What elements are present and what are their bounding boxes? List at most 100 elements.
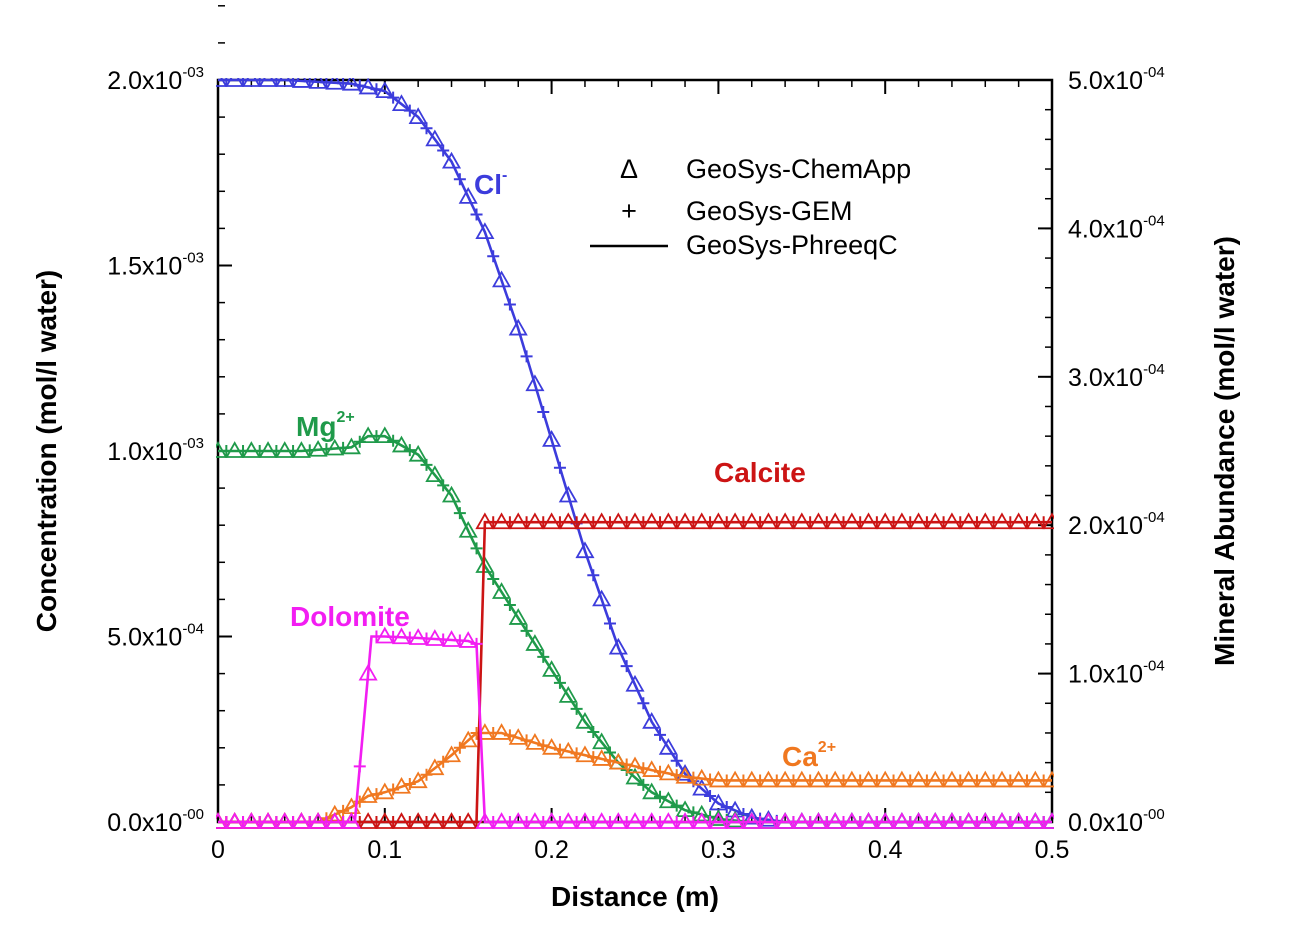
marker-triangle-mg	[625, 767, 645, 785]
marker-triangle-mg	[475, 556, 495, 573]
marker-plus-dolomite	[487, 816, 500, 828]
marker-triangle-cl	[391, 94, 412, 112]
marker-plus-mg	[337, 441, 350, 454]
marker-plus-dolomite	[720, 816, 733, 828]
marker-plus-dolomite	[1020, 816, 1033, 828]
marker-plus-dolomite	[353, 760, 366, 773]
marker-plus-mg	[470, 542, 483, 555]
marker-plus-ca	[453, 741, 466, 754]
marker-triangle-cl	[475, 222, 495, 240]
marker-plus-dolomite	[904, 816, 917, 828]
marker-plus-calcite	[603, 516, 616, 529]
marker-plus-ca	[337, 804, 350, 817]
marker-plus-dolomite	[670, 816, 683, 828]
marker-triangle-cl	[425, 129, 445, 147]
marker-plus-ca	[820, 774, 833, 787]
marker-plus-cl	[503, 298, 516, 311]
marker-plus-ca	[970, 774, 983, 787]
marker-plus-ca	[437, 755, 450, 768]
marker-plus-dolomite	[870, 816, 883, 828]
x-tick-label: 0.1	[367, 836, 402, 864]
marker-triangle-cl	[458, 187, 478, 204]
marker-plus-dolomite	[337, 816, 350, 828]
series-label-calcite: Calcite	[714, 457, 806, 488]
marker-plus-calcite	[553, 516, 566, 529]
marker-plus-cl	[453, 173, 466, 186]
marker-triangle-cl	[575, 541, 595, 559]
marker-plus-ca	[403, 777, 416, 790]
marker-plus-dolomite	[970, 816, 983, 828]
marker-plus-mg	[403, 444, 416, 457]
marker-plus-calcite	[537, 516, 550, 529]
marker-plus-ca	[887, 774, 900, 787]
marker-plus-dolomite	[287, 816, 300, 828]
series-label-ca: Ca2+	[782, 739, 836, 772]
marker-plus-cl	[303, 78, 316, 88]
marker-plus-calcite	[754, 516, 767, 529]
y-right-tick-label: 1.0x10-04	[1068, 658, 1165, 689]
y-left-axis-title: Concentration (mol/l water)	[31, 270, 62, 632]
y-left-tick-label: 1.0x10-03	[107, 435, 204, 466]
marker-plus-ca	[553, 743, 566, 756]
marker-plus-mg	[503, 598, 516, 611]
marker-plus-calcite	[837, 516, 850, 529]
x-axis-title: Distance (m)	[551, 881, 719, 912]
marker-plus-ca	[637, 762, 650, 775]
marker-plus-ca	[1004, 774, 1017, 787]
marker-plus-calcite	[870, 516, 883, 529]
marker-triangle-ca	[542, 737, 562, 755]
legend-label: GeoSys-ChemApp	[686, 154, 911, 184]
marker-plus-dolomite	[837, 816, 850, 828]
marker-plus-cl	[437, 144, 450, 157]
marker-plus-dolomite	[987, 816, 1000, 828]
y-left-tick-label: 0.0x10-00	[107, 806, 204, 837]
marker-triangle-mg	[575, 712, 595, 729]
marker-plus-dolomite	[820, 816, 833, 828]
marker-plus-cl	[587, 569, 600, 582]
marker-plus-mg	[253, 445, 266, 457]
legend-label: GeoSys-GEM	[686, 196, 853, 226]
marker-plus-calcite	[687, 516, 700, 529]
marker-plus-dolomite	[920, 816, 933, 828]
marker-plus-calcite	[387, 816, 400, 828]
marker-plus-ca	[487, 726, 500, 739]
marker-triangle-mg	[592, 732, 612, 750]
marker-plus-dolomite	[687, 816, 700, 828]
marker-plus-mg	[303, 444, 316, 457]
marker-plus-calcite	[587, 516, 600, 529]
legend-marker-plus: +	[621, 196, 637, 226]
marker-triangle-ca	[441, 745, 462, 763]
marker-plus-dolomite	[804, 816, 817, 828]
marker-plus-calcite	[403, 816, 416, 828]
marker-plus-dolomite	[754, 816, 767, 828]
marker-triangle-ca	[408, 771, 428, 789]
marker-plus-ca	[387, 783, 400, 796]
marker-plus-dolomite	[520, 816, 533, 828]
marker-plus-dolomite	[770, 816, 783, 828]
marker-triangle-cl	[608, 637, 628, 655]
marker-plus-cl	[353, 79, 366, 92]
marker-plus-cl	[603, 617, 616, 630]
x-tick-label: 0.2	[534, 836, 569, 864]
marker-plus-dolomite	[370, 630, 383, 643]
marker-plus-cl	[237, 78, 250, 86]
marker-plus-calcite	[487, 516, 500, 529]
marker-plus-dolomite	[237, 816, 250, 828]
marker-triangle-cl	[625, 674, 645, 692]
marker-plus-dolomite	[420, 632, 433, 645]
marker-plus-dolomite	[854, 816, 867, 828]
marker-triangle-ca	[425, 758, 445, 776]
marker-plus-ca	[837, 774, 850, 787]
marker-plus-cl	[670, 754, 683, 767]
marker-triangle-mg	[425, 465, 445, 483]
marker-plus-calcite	[637, 516, 650, 529]
marker-plus-cl	[220, 78, 233, 86]
marker-plus-calcite	[887, 516, 900, 529]
marker-plus-ca	[720, 774, 733, 787]
y-right-tick-label: 2.0x10-04	[1068, 509, 1165, 540]
marker-plus-dolomite	[937, 816, 950, 828]
marker-plus-dolomite	[603, 816, 616, 828]
marker-plus-cl	[370, 83, 383, 96]
